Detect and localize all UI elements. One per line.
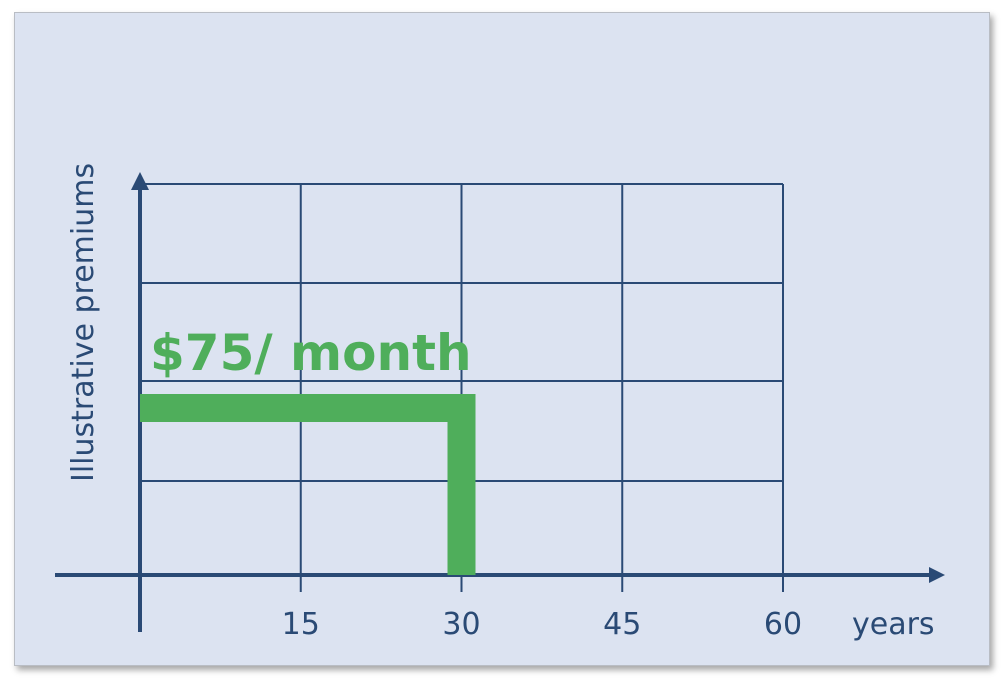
chart-panel	[14, 12, 990, 666]
x-tick-label: 45	[603, 607, 641, 642]
series	[140, 394, 476, 575]
x-ticks: 15 30 45 60	[282, 607, 802, 642]
x-tick-label: 60	[764, 607, 802, 642]
x-tick-label: 15	[282, 607, 320, 642]
x-axis-arrow-icon	[929, 567, 945, 583]
premium-line	[140, 394, 476, 575]
x-axis-label: years	[852, 607, 935, 642]
y-axis-arrow-icon	[131, 172, 149, 190]
premium-annotation: $75/ month	[150, 324, 472, 382]
y-axis-label: Illustrative premiums	[66, 163, 101, 482]
x-tick-label: 30	[442, 607, 480, 642]
